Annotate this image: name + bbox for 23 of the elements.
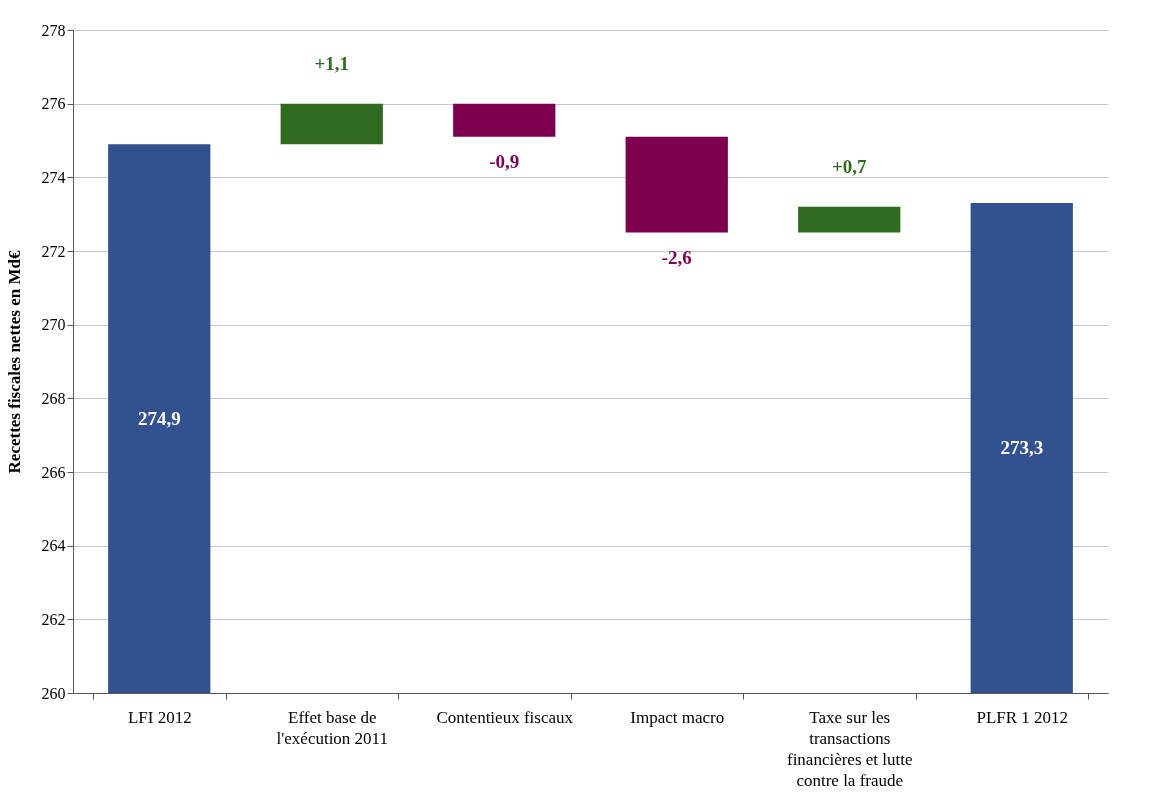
- x-tick-label: Contentieux fiscaux: [436, 707, 574, 727]
- y-tick-label: 264: [41, 537, 66, 555]
- data-label: 274,9: [137, 407, 181, 429]
- y-tick-label: 270: [41, 316, 66, 334]
- y-tick-label: 266: [41, 463, 66, 481]
- data-label: +1,1: [314, 52, 350, 74]
- y-tick-label: 262: [41, 610, 66, 628]
- x-tick-label: Effet base de l'exécution 2011: [276, 707, 388, 748]
- data-label: -0,9: [489, 150, 520, 172]
- data-label: -2,6: [661, 246, 692, 268]
- data-label: 273,3: [1000, 437, 1044, 459]
- x-tick-label: Impact macro: [630, 707, 725, 727]
- x-tick-label: LFI 2012: [127, 707, 192, 727]
- y-tick-label: 274: [41, 168, 66, 186]
- x-tick-label: PLFR 1 2012: [976, 707, 1069, 727]
- y-axis-title: Recettes fiscales nettes en Md€: [4, 250, 24, 474]
- x-tick-label: Taxe sur les transactions financières et lutte contre la fraude: [786, 707, 913, 790]
- y-tick-label: 268: [41, 389, 66, 407]
- y-tick-label: 260: [41, 684, 66, 702]
- y-tick-label: 272: [41, 242, 66, 260]
- data-label: +0,7: [831, 155, 868, 177]
- y-tick-label: 276: [41, 95, 66, 113]
- y-tick-label: 278: [41, 21, 66, 39]
